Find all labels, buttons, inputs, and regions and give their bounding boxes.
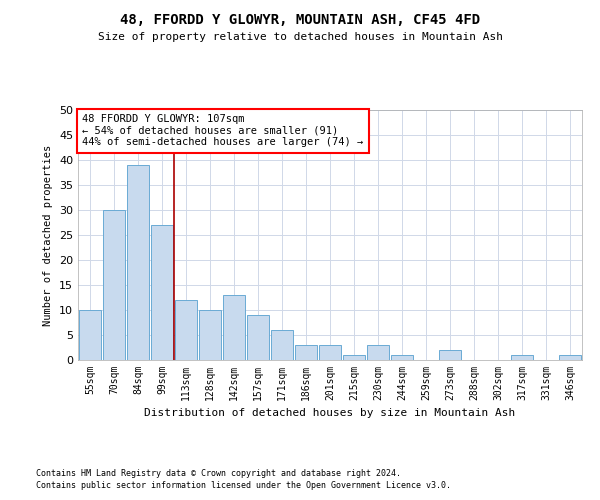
Bar [295,345,317,360]
Bar [391,355,413,360]
Y-axis label: Number of detached properties: Number of detached properties [43,144,53,326]
Text: 48 FFORDD Y GLOWYR: 107sqm
← 54% of detached houses are smaller (91)
44% of semi: 48 FFORDD Y GLOWYR: 107sqm ← 54% of deta… [82,114,364,148]
Bar [175,300,197,360]
Bar [103,210,125,360]
Text: 48, FFORDD Y GLOWYR, MOUNTAIN ASH, CF45 4FD: 48, FFORDD Y GLOWYR, MOUNTAIN ASH, CF45 … [120,12,480,26]
Text: Size of property relative to detached houses in Mountain Ash: Size of property relative to detached ho… [97,32,503,42]
Bar [343,355,365,360]
Bar [199,310,221,360]
Bar [439,350,461,360]
Bar [127,165,149,360]
Bar [559,355,581,360]
Text: Contains HM Land Registry data © Crown copyright and database right 2024.: Contains HM Land Registry data © Crown c… [36,468,401,477]
Bar [319,345,341,360]
Bar [79,310,101,360]
X-axis label: Distribution of detached houses by size in Mountain Ash: Distribution of detached houses by size … [145,408,515,418]
Bar [223,295,245,360]
Bar [511,355,533,360]
Text: Contains public sector information licensed under the Open Government Licence v3: Contains public sector information licen… [36,481,451,490]
Bar [151,225,173,360]
Bar [247,315,269,360]
Bar [367,345,389,360]
Bar [271,330,293,360]
